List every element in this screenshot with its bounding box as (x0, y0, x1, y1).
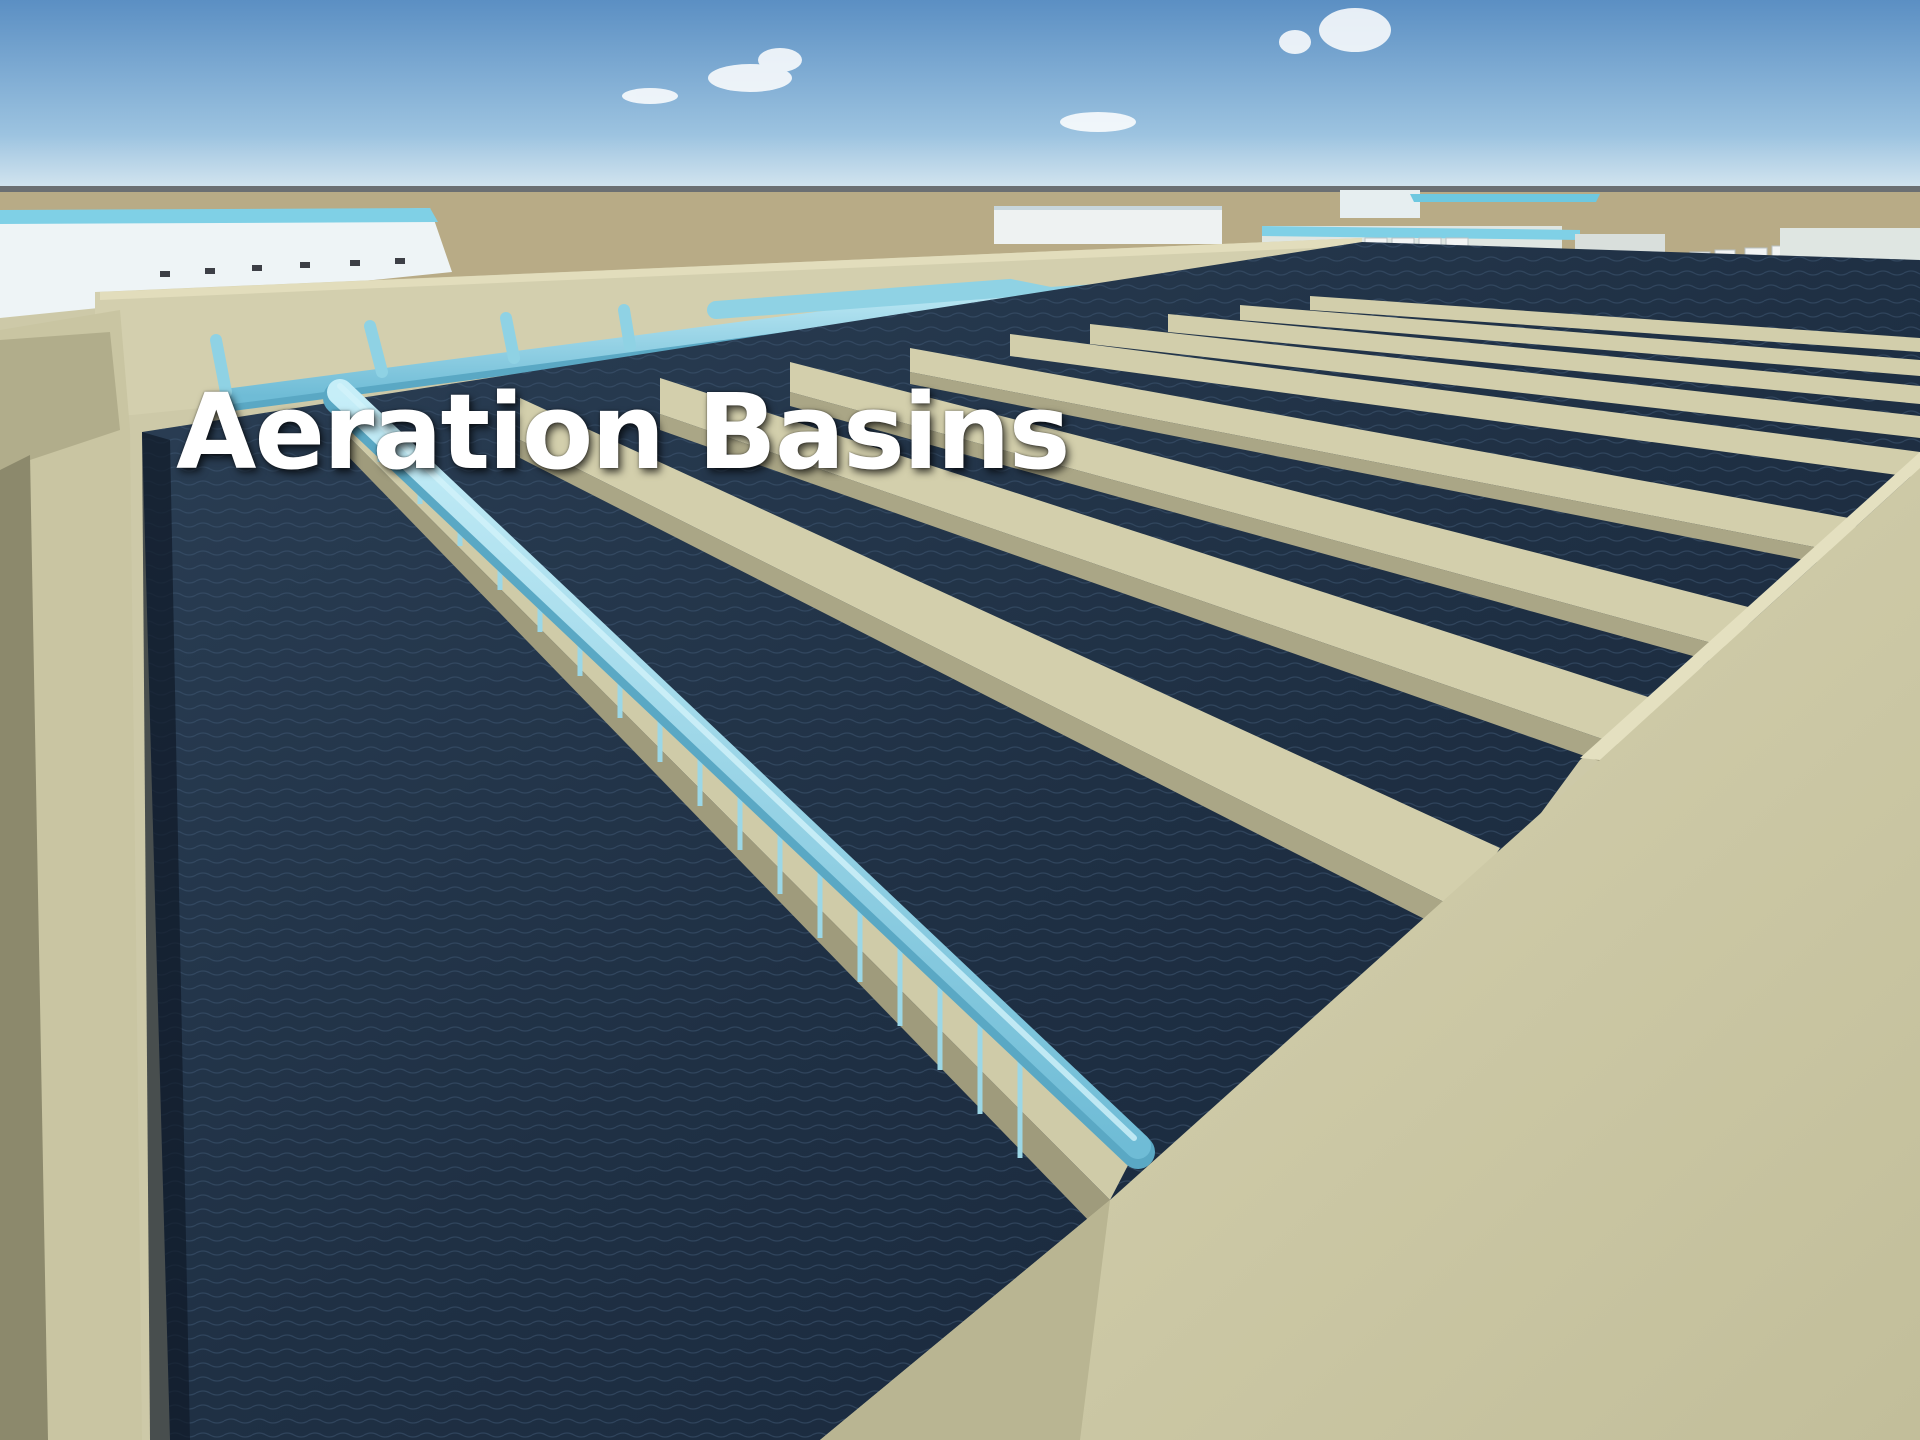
clouds (622, 8, 1391, 132)
sky (0, 0, 1920, 192)
riser-pipes (210, 304, 636, 398)
left-building (0, 208, 452, 318)
center-buildings (994, 206, 1222, 244)
foreground-deck (820, 468, 1920, 1440)
divider-walls (520, 296, 1920, 930)
scene-title: Aeration Basins (176, 371, 1070, 493)
diagonal-air-pipe (323, 379, 1155, 1169)
